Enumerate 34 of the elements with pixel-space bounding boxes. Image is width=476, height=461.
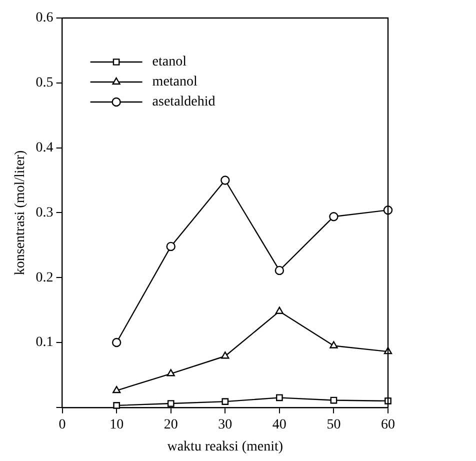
y-tick-label: 0.3 [36, 205, 54, 220]
y-tick-label: 0.6 [36, 10, 54, 26]
point [166, 369, 175, 376]
x-axis-title: waktu reaksi (menit) [167, 439, 284, 454]
point [275, 306, 284, 314]
y-axis-title: konsentrasi (mol/liter) [13, 150, 28, 276]
point [329, 212, 338, 222]
y-tick-label: 0.4 [36, 140, 54, 156]
legend-label: asetaldehid [152, 94, 216, 110]
point [384, 397, 392, 404]
legend-label: metanol [152, 74, 198, 90]
x-tick-label: 60 [381, 417, 395, 432]
point [221, 352, 230, 359]
point [274, 266, 284, 276]
point [276, 394, 283, 402]
point [166, 242, 176, 252]
point [167, 400, 174, 407]
x-tick-label: 20 [164, 417, 178, 432]
x-tick-label: 30 [218, 417, 232, 432]
point [222, 398, 229, 405]
x-tick-label: 50 [326, 417, 341, 432]
point [330, 396, 338, 404]
x-tick-label: 40 [272, 417, 286, 432]
point [220, 176, 230, 185]
point [112, 338, 122, 348]
point [112, 386, 121, 394]
point [113, 402, 120, 409]
x-tick-label: 0 [58, 417, 66, 432]
y-tick-label: 0.5 [36, 76, 54, 91]
point [330, 341, 338, 348]
legend-label: etanol [152, 54, 187, 70]
y-tick-label: 0.2 [36, 270, 54, 286]
y-tick-label: 0.1 [36, 335, 54, 350]
x-tick-label: 10 [110, 417, 124, 432]
